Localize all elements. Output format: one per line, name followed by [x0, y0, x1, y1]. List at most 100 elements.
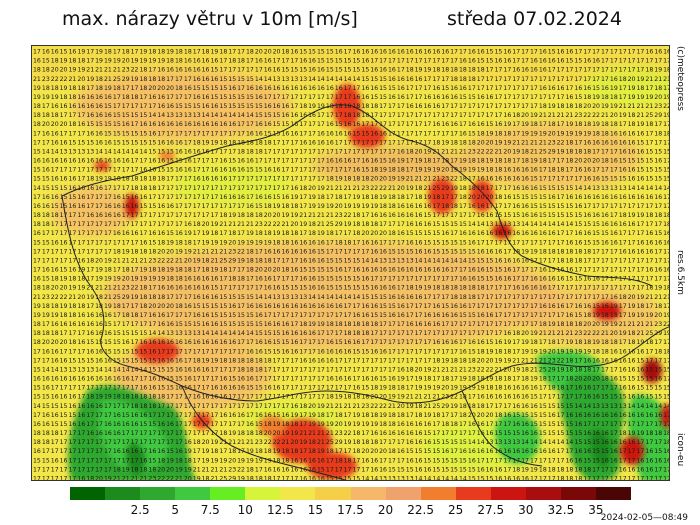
model-label: icon-eu: [675, 433, 685, 467]
gust-value: 15: [601, 230, 609, 237]
gust-value: 18: [601, 376, 609, 383]
gust-value: 17: [166, 348, 174, 355]
gust-value: 20: [166, 303, 174, 310]
gust-value: 17: [175, 221, 183, 228]
gust-value: 16: [202, 366, 210, 373]
gust-value: 21: [495, 148, 503, 155]
gust-value: 17: [663, 276, 670, 283]
gust-value: 21: [113, 285, 121, 292]
gust-value: 20: [264, 49, 272, 56]
gust-value: 17: [424, 130, 432, 137]
gust-value: 21: [326, 403, 334, 410]
gust-value: 22: [592, 330, 600, 337]
gust-value: 18: [566, 248, 574, 255]
gust-value: 16: [406, 239, 414, 246]
gust-value: 15: [95, 121, 103, 128]
gust-value: 18: [353, 330, 361, 337]
gust-value: 17: [379, 357, 387, 364]
gust-value: 17: [308, 385, 316, 392]
gust-value: 15: [539, 212, 547, 219]
gust-value: 19: [637, 94, 645, 101]
gust-value: 22: [583, 112, 591, 119]
gust-value: 17: [69, 439, 77, 446]
gust-value: 19: [317, 230, 325, 237]
gust-value: 17: [610, 203, 618, 210]
gust-value: 16: [140, 457, 148, 464]
gust-value: 17: [273, 366, 281, 373]
gust-value: 17: [335, 312, 343, 319]
gust-value: 16: [468, 203, 476, 210]
gust-value: 18: [583, 148, 591, 155]
gust-value: 16: [495, 448, 503, 455]
gust-value: 17: [566, 394, 574, 401]
gust-value: 16: [592, 430, 600, 437]
gust-value: 19: [317, 448, 325, 455]
gust-value: 18: [246, 430, 254, 437]
gust-value: 18: [33, 212, 41, 219]
gust-value: 21: [69, 294, 77, 301]
gust-value: 17: [69, 230, 77, 237]
gust-value: 15: [148, 148, 156, 155]
gust-value: 17: [361, 121, 369, 128]
gust-value: 19: [645, 94, 653, 101]
gust-value: 16: [628, 248, 636, 255]
gust-value: 16: [610, 76, 618, 83]
gust-value: 15: [583, 457, 591, 464]
gust-value: 15: [450, 248, 458, 255]
gust-value: 15: [33, 167, 41, 174]
gust-value: 16: [637, 148, 645, 155]
scale-label: 17.5: [337, 503, 364, 517]
gust-value: 17: [317, 330, 325, 337]
wind-gust-map[interactable]: 17 16 16 15 16 19 17 19 18 17 18 17 19 18 18 19 18 18 17 18…: [31, 45, 670, 481]
gust-value: 19: [104, 303, 112, 310]
gust-value: 17: [406, 167, 414, 174]
gust-value: 18: [228, 230, 236, 237]
gust-value: 16: [486, 312, 494, 319]
gust-value: 17: [574, 357, 582, 364]
gust-value: 17: [370, 112, 378, 119]
gust-value: 18: [148, 466, 156, 473]
gust-value: 17: [344, 466, 352, 473]
gust-value: 15: [131, 330, 139, 337]
gust-value: 16: [432, 94, 440, 101]
gust-value: 18: [264, 357, 272, 364]
gust-value: 17: [379, 239, 387, 246]
scale-swatch: [455, 487, 491, 500]
gust-value: 17: [521, 294, 529, 301]
gust-value: 17: [131, 267, 139, 274]
run-timestamp: 2024-02-05—08:49: [600, 513, 688, 523]
gust-value: 15: [166, 148, 174, 155]
gust-value: 16: [95, 139, 103, 146]
gust-value: 14: [441, 257, 449, 264]
gust-value: 17: [530, 85, 538, 92]
gust-value: 16: [654, 376, 662, 383]
gust-value: 16: [468, 267, 476, 274]
gust-value: 13: [512, 439, 520, 446]
gust-value: 17: [406, 121, 414, 128]
gust-value: 16: [424, 94, 432, 101]
gust-value: 16: [459, 85, 467, 92]
gust-value: 18: [388, 385, 396, 392]
gust-value: 18: [619, 212, 627, 219]
gust-value: 15: [592, 448, 600, 455]
gust-value: 17: [104, 412, 112, 419]
gust-value: 18: [388, 448, 396, 455]
gust-value: 15: [157, 148, 165, 155]
gust-value: 17: [193, 167, 201, 174]
gust-value: 17: [86, 221, 94, 228]
gust-value: 16: [299, 248, 307, 255]
gust-value: 17: [432, 212, 440, 219]
gust-value: 17: [637, 285, 645, 292]
gust-value: 19: [344, 203, 352, 210]
gust-value: 19: [211, 221, 219, 228]
gust-value: 18: [282, 49, 290, 56]
gust-value: 16: [574, 167, 582, 174]
gust-value: 18: [663, 439, 670, 446]
gust-value: 17: [663, 466, 670, 473]
gust-value: 14: [211, 112, 219, 119]
gust-value: 16: [397, 148, 405, 155]
gust-value: 16: [202, 294, 210, 301]
gust-value: 16: [211, 385, 219, 392]
gust-value: 17: [495, 403, 503, 410]
gust-value: 17: [33, 412, 41, 419]
